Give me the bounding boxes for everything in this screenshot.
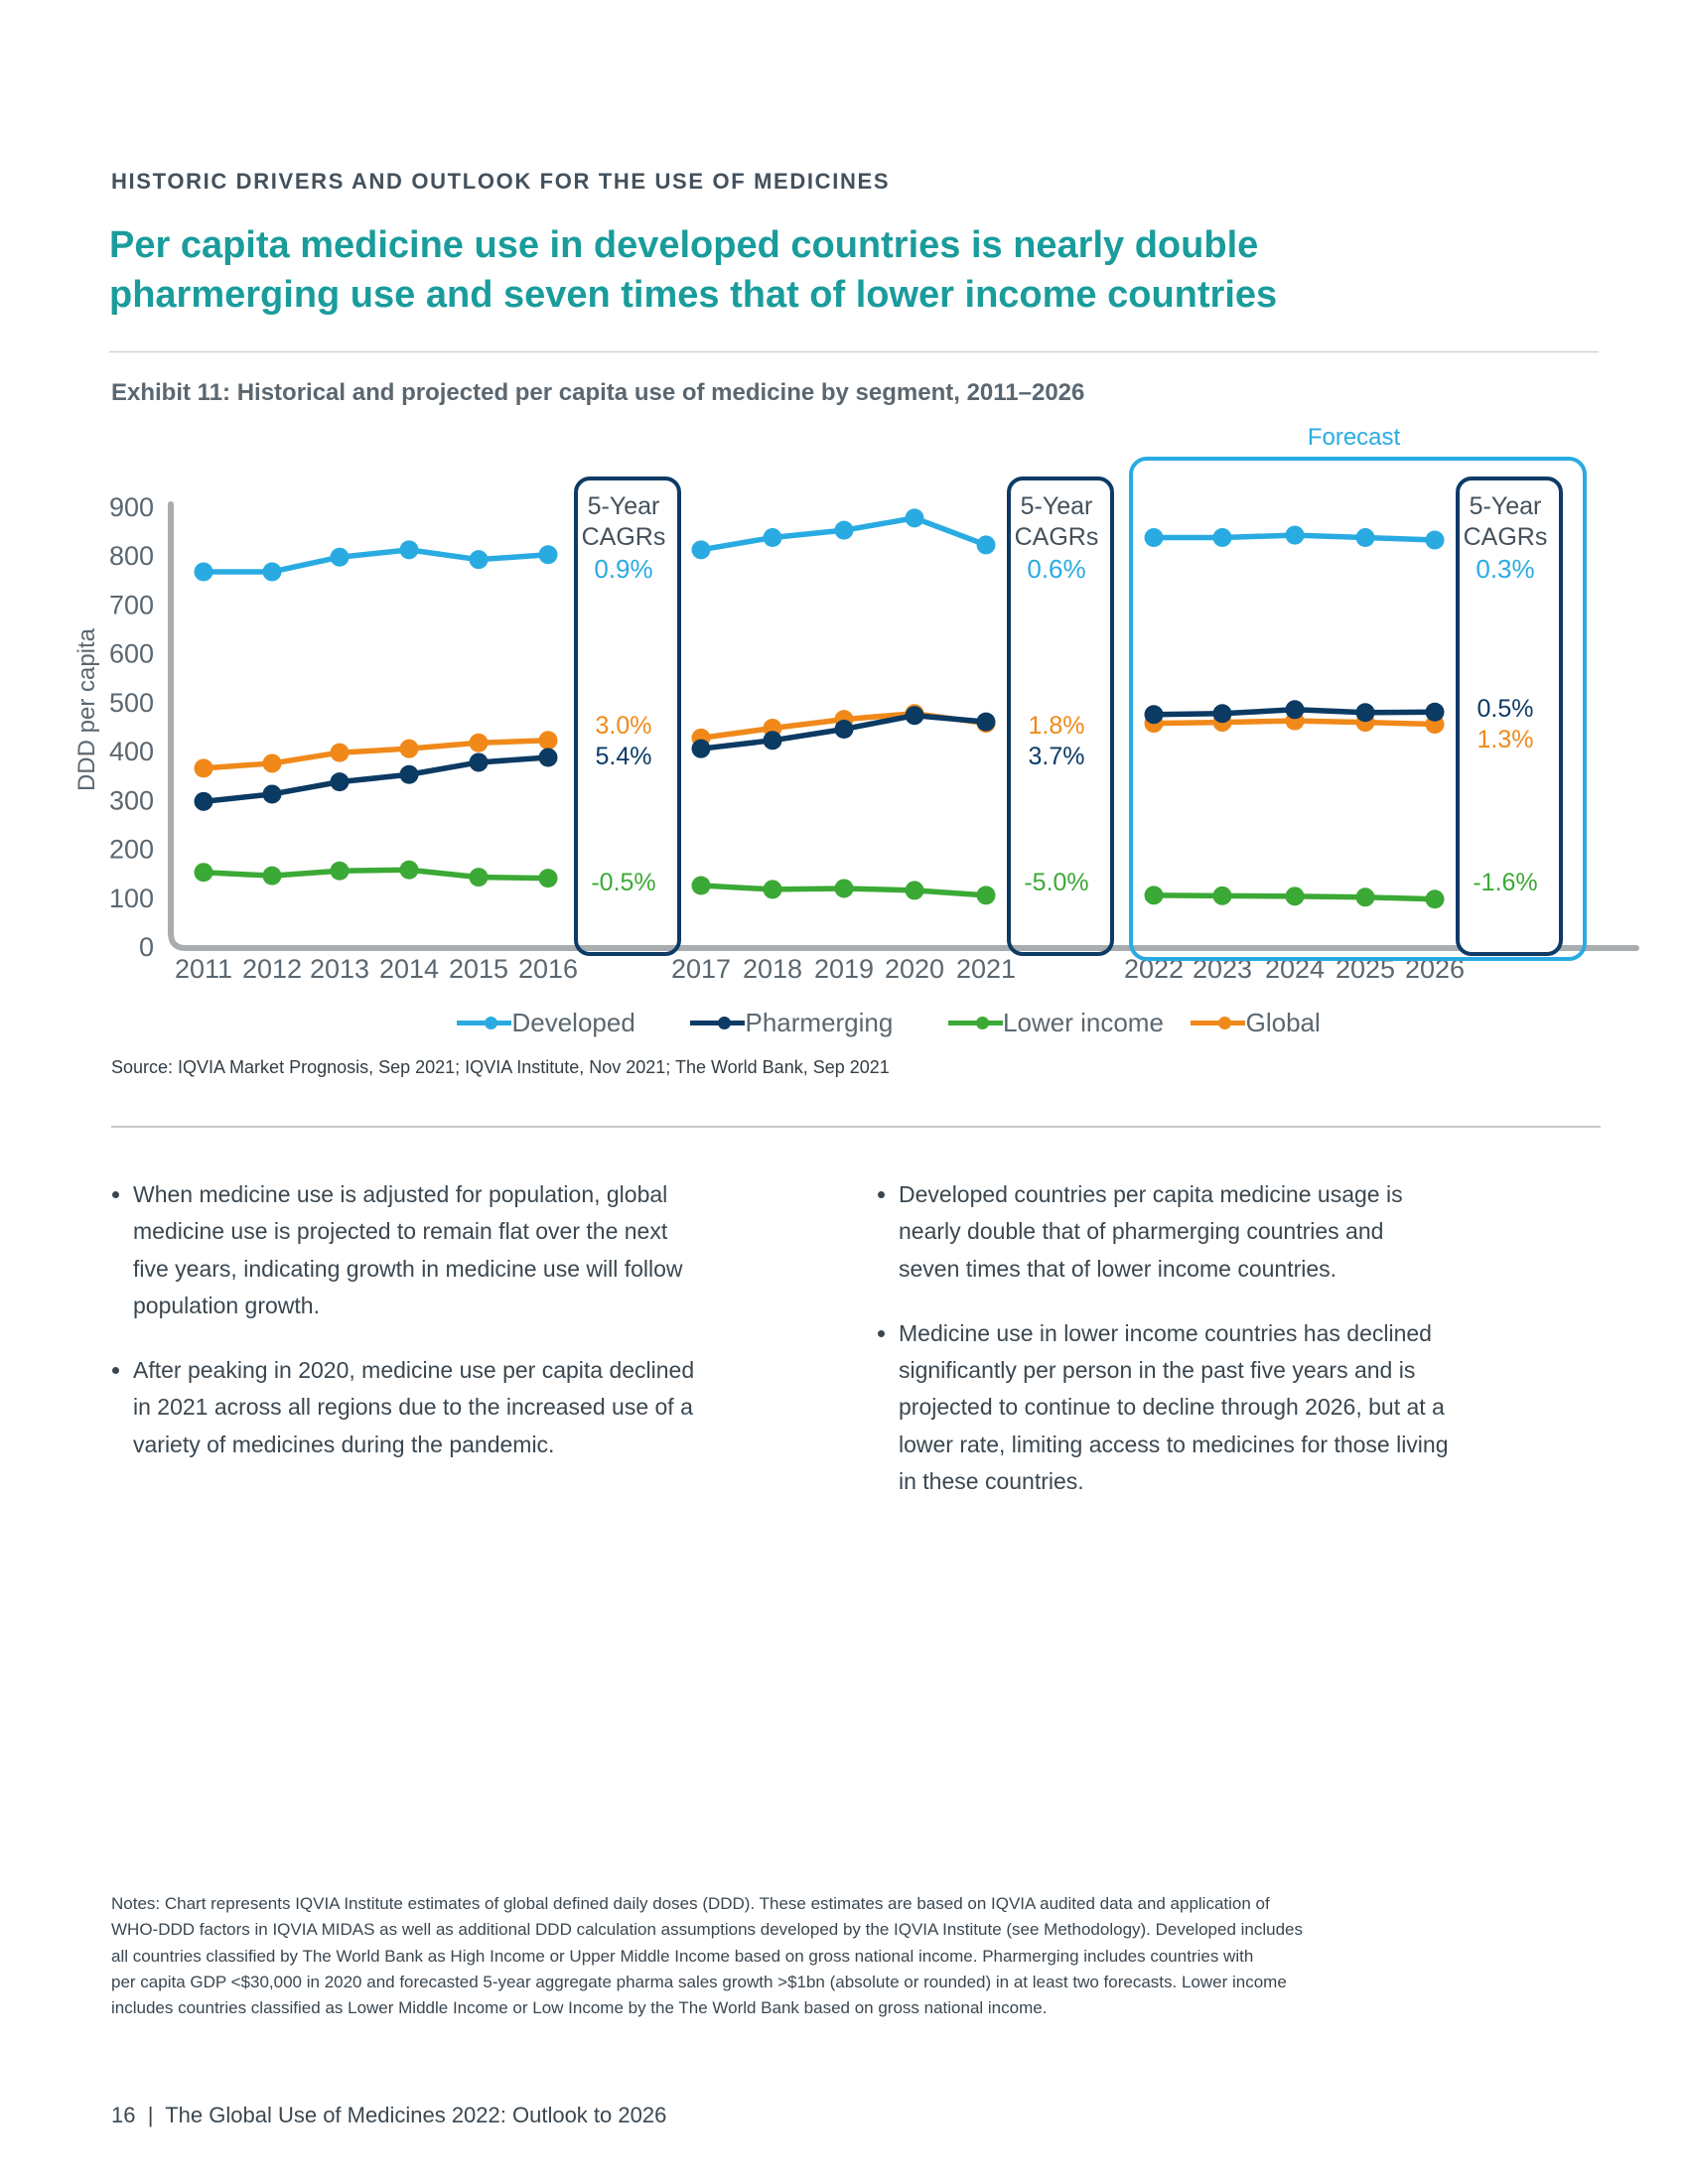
svg-text:400: 400 xyxy=(109,737,154,766)
svg-text:600: 600 xyxy=(109,639,154,669)
svg-text:500: 500 xyxy=(109,688,154,718)
svg-text:200: 200 xyxy=(109,835,154,865)
svg-text:2020: 2020 xyxy=(885,954,944,984)
svg-text:DDD per capita: DDD per capita xyxy=(73,627,100,791)
svg-text:2013: 2013 xyxy=(310,954,369,984)
svg-text:2021: 2021 xyxy=(956,954,1016,984)
svg-text:800: 800 xyxy=(109,541,154,571)
svg-text:0: 0 xyxy=(139,932,154,962)
svg-text:700: 700 xyxy=(109,590,154,619)
svg-text:2016: 2016 xyxy=(518,954,578,984)
svg-text:2017: 2017 xyxy=(671,954,731,984)
svg-text:2019: 2019 xyxy=(814,954,874,984)
svg-text:100: 100 xyxy=(109,884,154,913)
svg-text:2018: 2018 xyxy=(743,954,802,984)
svg-text:300: 300 xyxy=(109,785,154,815)
svg-text:2012: 2012 xyxy=(242,954,302,984)
svg-text:2014: 2014 xyxy=(379,954,439,984)
svg-text:2015: 2015 xyxy=(449,954,508,984)
svg-text:2011: 2011 xyxy=(175,954,232,984)
svg-text:900: 900 xyxy=(109,492,154,522)
